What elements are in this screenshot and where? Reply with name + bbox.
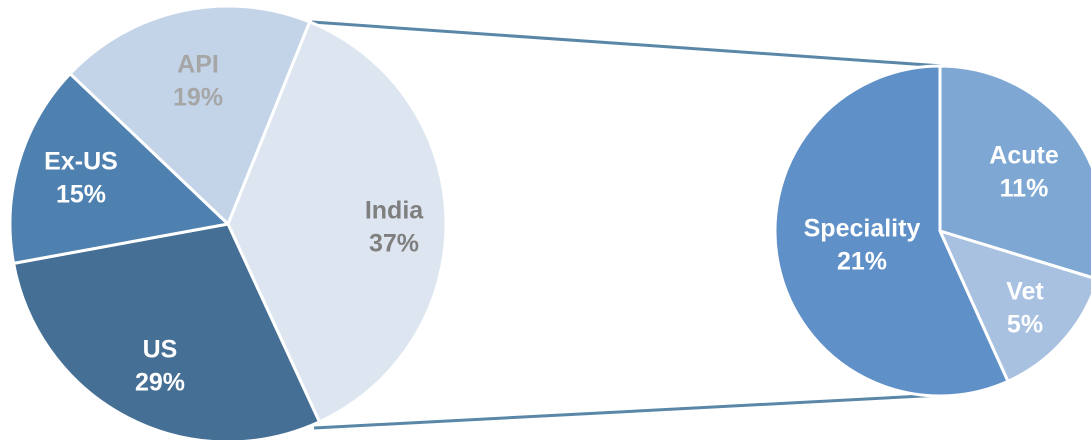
sub-pie-slice-vet (938, 229, 1091, 383)
main-pie-value-api: 19% (173, 84, 223, 112)
connector-lines (311, 20, 943, 430)
main-pie-value-ex-us: 15% (56, 181, 106, 209)
connector-line-bottom (313, 393, 943, 430)
main-pie-slice-india (226, 20, 448, 424)
sub-pie-label-vet: Vet (1006, 278, 1044, 306)
main-pie-label-us: US (143, 336, 178, 364)
sub-pie-label-speciality: Speciality (804, 215, 921, 243)
connector-line-top (311, 20, 943, 68)
sub-pie-slice-speciality (773, 64, 1010, 398)
sub-pie-value-speciality: 21% (837, 248, 887, 276)
main-pie-label-ex-us: Ex-US (44, 148, 118, 176)
sub-pie-label-acute: Acute (989, 142, 1059, 170)
main-pie-label-india: India (365, 197, 424, 225)
main-pie-label-api: API (177, 51, 219, 79)
sub-pie-slice-acute (938, 64, 1091, 279)
main-pie-value-us: 29% (135, 369, 185, 397)
sub-pie-value-acute: 11% (1000, 175, 1049, 203)
main-pie-slice-api (68, 4, 312, 226)
main-pie-slice-ex-us (8, 72, 230, 265)
sub-pie-value-vet: 5% (1007, 311, 1043, 339)
main-pie: India 37% US 29% Ex-US 15% API 19% (8, 4, 448, 440)
main-pie-slice-us (12, 222, 321, 440)
main-pie-value-india: 37% (369, 230, 419, 258)
sub-pie: Acute 11% Vet 5% Speciality 21% (773, 64, 1091, 398)
